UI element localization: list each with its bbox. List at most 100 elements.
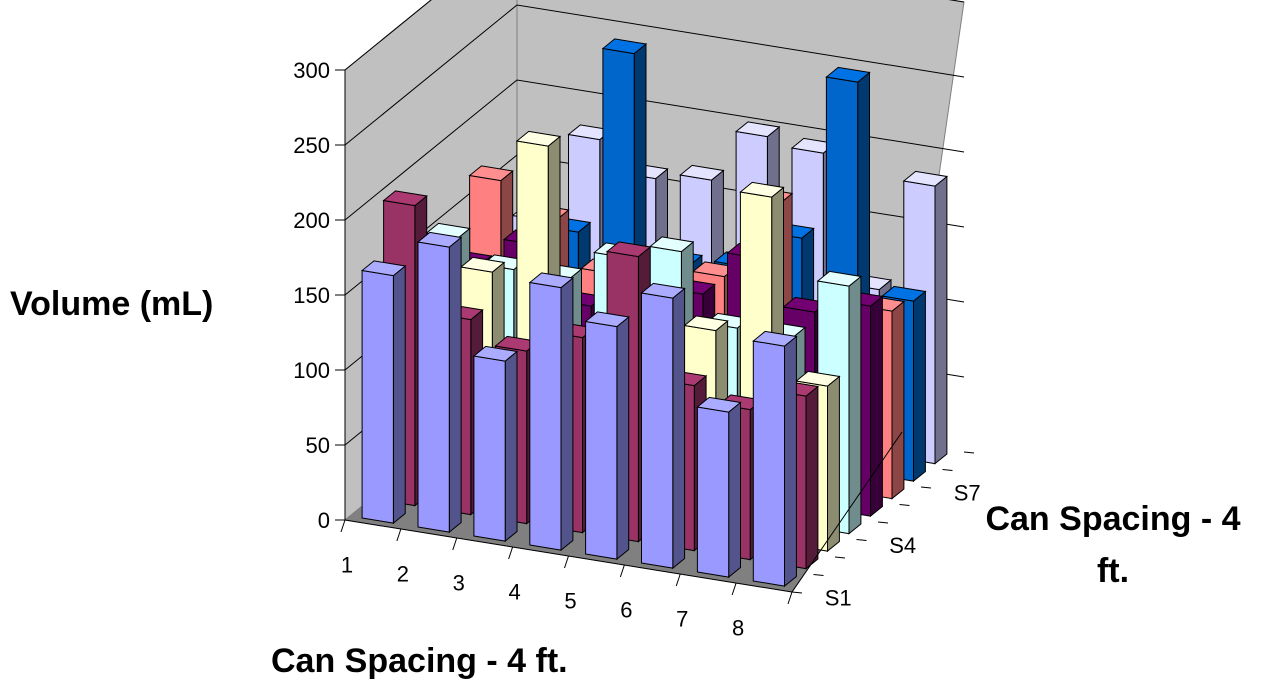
depth-tick-label: S4 <box>889 533 916 558</box>
bar <box>416 231 463 534</box>
y-tick-label: 150 <box>293 283 330 308</box>
x-tick-label: 7 <box>676 607 688 632</box>
bar-top <box>472 345 519 362</box>
bar-front <box>529 281 562 551</box>
bar-top <box>584 311 630 328</box>
x-tick-mark <box>787 591 793 605</box>
bar-top <box>416 231 463 248</box>
bar-top <box>648 236 695 253</box>
x-axis-title: Can Spacing - 4 ft. <box>271 642 568 680</box>
x-tick-mark <box>731 582 737 596</box>
y-axis-title: Volume (mL) <box>10 285 213 323</box>
x-tick-label: 4 <box>508 580 520 605</box>
depth-tick-label: S7 <box>954 480 981 505</box>
y-tick-label: 0 <box>318 508 330 533</box>
y-tick-label: 50 <box>306 433 330 458</box>
bar-top <box>881 285 927 302</box>
bar-side <box>672 287 686 570</box>
x-tick-label: 3 <box>453 571 465 596</box>
bar-top <box>528 272 575 289</box>
bar-top <box>459 256 506 273</box>
depth-tick-mark <box>856 539 867 541</box>
depth-tick-mark <box>877 521 889 524</box>
x-tick-label: 5 <box>564 589 576 614</box>
x-tick-mark <box>675 573 681 587</box>
bar-top <box>816 270 863 287</box>
y-tick-label: 200 <box>293 208 330 233</box>
depth-tick-mark <box>942 469 953 471</box>
bar-side <box>392 264 406 525</box>
gridline <box>344 79 965 221</box>
bar-side <box>448 236 462 534</box>
chart-axes: 0 50 100 150 200 250 300 1 2 3 4 5 6 7 8 S1 S4 S7 <box>293 58 980 641</box>
bar <box>640 282 686 570</box>
gridline <box>344 0 965 71</box>
bar-top <box>696 396 742 413</box>
depth-tick-mark <box>834 556 846 559</box>
depth-tick-mark <box>920 486 932 489</box>
bar-side <box>728 401 741 579</box>
bar-side <box>870 295 883 518</box>
bar-side <box>805 385 819 570</box>
bar-front <box>752 340 785 587</box>
y-tick-label: 250 <box>293 133 330 158</box>
depth-tick-mark <box>813 574 824 576</box>
depth-axis-line <box>791 431 903 593</box>
bar-front <box>417 241 450 533</box>
bar-front <box>585 320 618 560</box>
bar <box>752 330 798 588</box>
chart-bars <box>360 38 949 588</box>
bar-top <box>515 130 562 147</box>
x-tick-mark <box>396 528 402 542</box>
y-tick-label: 100 <box>293 358 330 383</box>
depth-tick-mark <box>963 451 975 454</box>
bar-top <box>795 370 841 387</box>
depth-axis-title-continued: ft. <box>1097 552 1129 590</box>
bar-front <box>473 355 506 542</box>
depth-tick-mark <box>791 591 803 594</box>
bar-front <box>696 406 730 578</box>
bar-top <box>468 165 514 182</box>
bar-front <box>641 292 674 569</box>
depth-axis-title: Can Spacing - 4 <box>985 500 1240 538</box>
bar-top <box>683 315 729 332</box>
bar <box>472 345 519 543</box>
x-tick-mark <box>452 537 458 551</box>
bar-top <box>902 170 949 187</box>
bar-side <box>913 290 926 483</box>
bar-front <box>361 269 394 524</box>
bar-top <box>752 330 798 347</box>
depth-tick-label: S1 <box>825 585 852 610</box>
bar <box>696 396 742 579</box>
bar-side <box>560 276 574 552</box>
bar-top <box>679 164 725 181</box>
bar-side <box>784 335 797 588</box>
x-tick-mark <box>508 546 514 560</box>
bar-side <box>891 300 905 500</box>
bar-side <box>504 350 518 543</box>
bar-top <box>601 38 648 55</box>
bar-top <box>739 181 785 198</box>
bar-top <box>825 66 871 83</box>
bar-top <box>734 121 781 138</box>
x-tick-label: 2 <box>397 562 409 587</box>
x-tick-mark <box>564 555 569 569</box>
x-tick-mark <box>619 564 625 578</box>
bar-side <box>934 175 948 465</box>
x-tick-mark <box>340 519 346 533</box>
x-tick-label: 8 <box>732 616 744 641</box>
x-tick-label: 1 <box>341 553 353 578</box>
x-tick-label: 6 <box>620 598 632 623</box>
gridline <box>344 4 965 146</box>
bar-top <box>382 190 428 207</box>
bar <box>584 311 630 561</box>
bar-top <box>640 282 686 299</box>
y-tick-label: 300 <box>293 58 330 83</box>
bar-top <box>360 260 407 277</box>
bar-top <box>605 241 652 258</box>
depth-tick-mark <box>899 504 910 506</box>
bar-side <box>616 315 630 561</box>
bar <box>528 272 575 552</box>
